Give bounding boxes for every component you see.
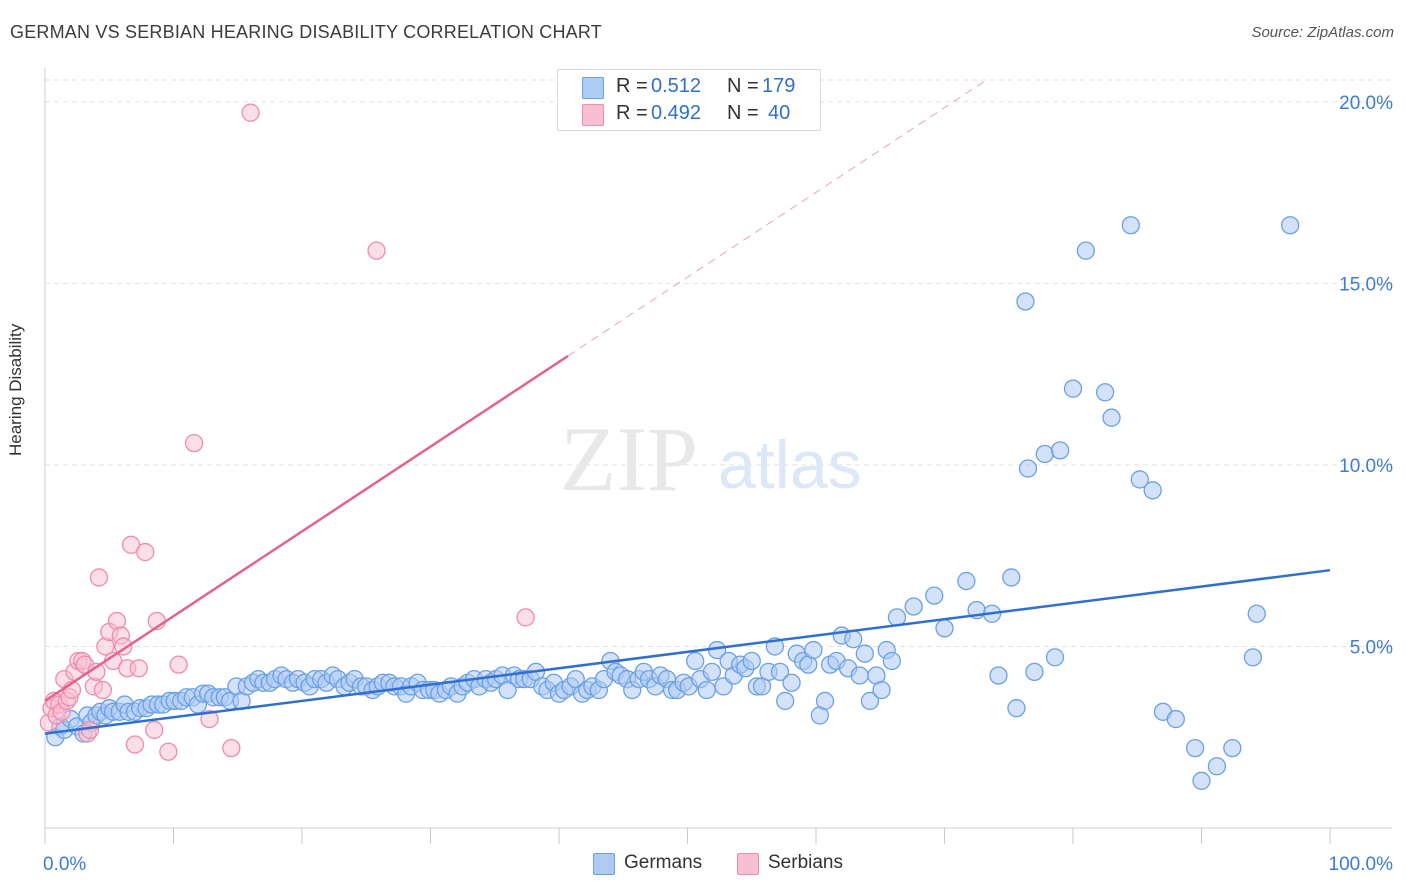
legend-row-germans: R = 0.512 N = 179 [582, 74, 795, 100]
series-legend: Germans Serbians [0, 851, 1406, 881]
x-tick-label: 100.0% [1329, 854, 1394, 875]
serbian-point [125, 735, 145, 754]
serbians-r-value: 0.492 [651, 102, 702, 124]
watermark-zip: ZIP [560, 408, 698, 510]
german-point [855, 644, 874, 663]
german-point [850, 666, 869, 685]
germans-swatch [582, 77, 604, 99]
german-point [957, 571, 976, 591]
german-point [1247, 604, 1266, 623]
serbians-n-value: 40 [768, 102, 791, 124]
serbian-point [159, 742, 178, 761]
german-point [844, 630, 863, 649]
german-point [1223, 738, 1242, 758]
serbian-point [121, 535, 141, 554]
german-point [1018, 459, 1038, 478]
germans-legend-swatch [593, 853, 615, 875]
german-point [1102, 408, 1121, 427]
german-point [1281, 216, 1300, 235]
german-point [1095, 383, 1115, 402]
trend-lines [44, 79, 1331, 735]
german-point [1166, 709, 1185, 729]
watermark: ZIP atlas [560, 408, 862, 510]
germans-n-value: 179 [762, 75, 796, 97]
german-point [1025, 662, 1044, 682]
german-point [1007, 699, 1026, 718]
german-point [989, 666, 1008, 685]
correlation-legend: R = 0.512 N = 179 R = 0.492 N = 40 [557, 69, 821, 131]
german-point [1121, 216, 1140, 235]
y-tick-label: 15.0% [1339, 274, 1393, 295]
serbian-point [516, 608, 535, 627]
x-tick-label: 0.0% [43, 854, 86, 875]
serbians-n-label: N = [727, 102, 759, 124]
german-point [1185, 738, 1205, 758]
legend-row-serbians: R = 0.492 N = 40 [582, 101, 790, 127]
german-point [935, 619, 954, 638]
german-point [925, 586, 944, 605]
serbian-points [39, 103, 535, 761]
serbians-legend-swatch [737, 853, 759, 875]
serbians-r-label: R = [616, 102, 648, 124]
serbian-point [145, 720, 164, 740]
german-point [860, 691, 880, 711]
serbian-point [184, 433, 204, 453]
german-point [1045, 648, 1065, 667]
serbians-trend-line [44, 354, 569, 702]
source-label: Source: ZipAtlas.com [1251, 24, 1394, 41]
german-point [1192, 771, 1211, 790]
grid-lines [45, 79, 1392, 647]
german-point [815, 691, 835, 711]
german-point [782, 673, 801, 692]
german-point [1143, 481, 1162, 500]
german-point [1016, 292, 1035, 311]
german-point [776, 691, 795, 711]
serbians-legend-label: Serbians [768, 852, 843, 873]
german-point [1243, 648, 1263, 667]
watermark-atlas: atlas [718, 427, 862, 503]
german-point [1051, 441, 1070, 460]
german-point [1035, 444, 1054, 464]
serbian-point [89, 568, 109, 587]
german-point [1130, 470, 1149, 489]
serbian-point [222, 738, 241, 758]
serbian-point [241, 103, 260, 122]
germans-legend-label: Germans [624, 852, 703, 873]
chart-title: GERMAN VS SERBIAN HEARING DISABILITY COR… [10, 22, 602, 42]
german-point [882, 651, 901, 671]
german-point [1207, 757, 1227, 776]
german-points [46, 216, 1300, 790]
tick-labels: 5.0% 10.0% 15.0% 20.0% 0.0% 100.0% [43, 93, 1393, 875]
y-axis-label: Hearing Disability [6, 323, 25, 456]
serbian-point [129, 659, 148, 678]
serbian-point [80, 720, 100, 740]
germans-n-label: N = [727, 75, 759, 97]
y-tick-label: 10.0% [1339, 456, 1393, 477]
german-point [770, 662, 790, 682]
serbian-point [136, 542, 155, 562]
german-point [1002, 568, 1021, 587]
serbian-point [93, 680, 112, 700]
german-point [1063, 379, 1083, 398]
serbian-point [169, 655, 188, 674]
german-point [686, 651, 705, 671]
y-tick-label: 5.0% [1350, 637, 1393, 658]
german-point [742, 651, 761, 671]
y-tick-label: 20.0% [1339, 93, 1393, 114]
german-point [804, 640, 823, 660]
serbians-swatch [582, 104, 604, 126]
germans-r-label: R = [616, 75, 648, 97]
german-point [872, 680, 891, 700]
german-point [904, 597, 923, 616]
germans-trend-line [44, 568, 1331, 735]
german-point [697, 680, 716, 700]
german-point [1076, 241, 1095, 260]
serbian-point [200, 709, 219, 729]
serbian-point [367, 241, 386, 260]
germans-r-value: 0.512 [651, 75, 702, 97]
german-point [702, 662, 722, 682]
